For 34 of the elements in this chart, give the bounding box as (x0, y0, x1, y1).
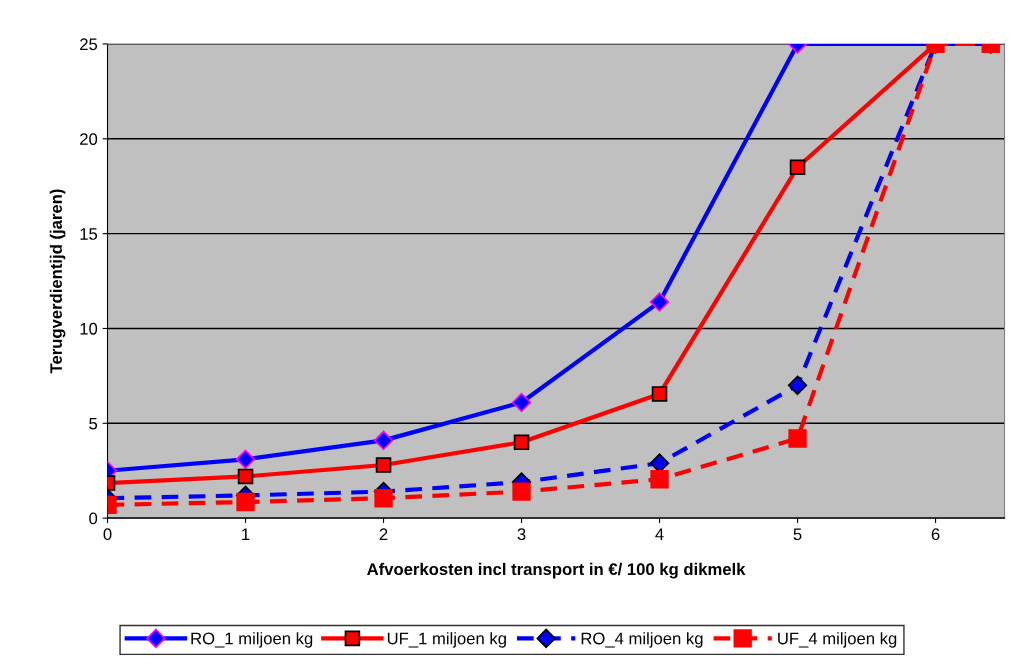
x-tick-label: 3 (517, 528, 526, 541)
point (374, 489, 393, 508)
y-tick-label: 15 (80, 228, 98, 240)
x-tick-label: 0 (103, 528, 112, 541)
legend-label: RO_1 miljoen kg (191, 632, 313, 648)
legend-label: RO_4 miljoen kg (581, 632, 703, 648)
x-tick-label: 2 (379, 528, 388, 540)
point (513, 434, 530, 451)
point (512, 482, 531, 501)
point (375, 457, 392, 473)
x-tick-label: 6 (931, 528, 940, 541)
point (235, 449, 256, 470)
y-tick-label: 10 (80, 322, 98, 335)
y-tick-label: 0 (89, 512, 98, 525)
point (373, 430, 394, 451)
point (650, 470, 669, 489)
point (651, 386, 668, 402)
legend-label: UF_4 miljoen kg (778, 632, 897, 648)
y-tick-label: 25 (80, 38, 98, 51)
legend-label: UF_1 miljoen kg (387, 632, 506, 648)
x-tick-label: 4 (655, 528, 664, 540)
point (236, 492, 255, 512)
y-axis-title: Terugverdientijd (jaren) (49, 189, 66, 374)
point (237, 468, 254, 485)
x-axis-title: Afvoerkosten incl transport in €/ 100 kg dikmelk (367, 562, 746, 579)
y-tick-label: 20 (80, 133, 98, 145)
x-tick-label: 1 (242, 528, 250, 540)
y-tick-label: 5 (89, 417, 98, 430)
point (788, 429, 807, 448)
point (787, 375, 808, 396)
point (511, 392, 532, 413)
x-tick-label: 5 (793, 528, 802, 541)
point (649, 292, 670, 312)
point (649, 453, 670, 473)
